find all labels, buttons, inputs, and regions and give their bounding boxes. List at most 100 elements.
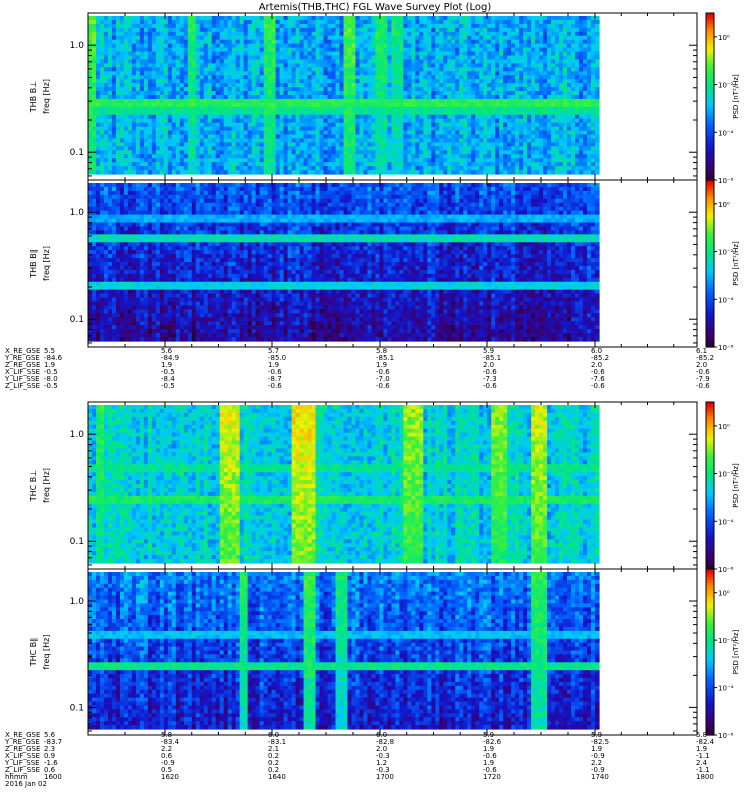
spectrogram-cell xyxy=(219,43,225,49)
spectrogram-cell xyxy=(103,146,109,151)
spectrogram-cell xyxy=(211,43,217,49)
spectrogram-cell xyxy=(295,27,301,33)
spectrogram-cell xyxy=(411,166,416,171)
spectrogram-cell xyxy=(147,146,153,151)
spectrogram-cell xyxy=(259,75,265,80)
spectrogram-cell xyxy=(359,162,365,167)
spectrogram-cell xyxy=(351,142,357,147)
spectrogram-cell xyxy=(231,126,237,132)
spectrogram-cell xyxy=(183,47,189,53)
spectrogram-cell xyxy=(487,110,492,116)
spectrogram-cell xyxy=(467,106,472,112)
spectrogram-cell xyxy=(235,102,241,108)
spectrogram-cell xyxy=(335,138,341,143)
spectrogram-cell xyxy=(299,79,305,84)
spectrogram-cell xyxy=(487,47,492,53)
spectrogram-cell xyxy=(415,31,420,37)
spectrogram-cell xyxy=(175,95,181,100)
spectrogram-cell xyxy=(207,55,213,61)
spectrogram-cell xyxy=(131,19,137,25)
spectrogram-cell xyxy=(323,154,329,159)
spectrogram-cell xyxy=(511,154,516,159)
spectrogram-cell xyxy=(88,16,93,21)
spectrogram-cell xyxy=(563,95,568,100)
spectrogram-cell xyxy=(519,31,524,37)
spectrogram-cell xyxy=(547,16,552,21)
spectrogram-cell xyxy=(407,27,412,33)
spectrogram-cell xyxy=(355,158,361,163)
spectrogram-cell xyxy=(579,55,584,61)
spectrogram-cell xyxy=(455,71,460,76)
spectrogram-cell xyxy=(207,59,213,64)
spectrogram-cell xyxy=(527,142,532,147)
spectrogram-cell xyxy=(351,35,357,41)
spectrogram-cell xyxy=(407,138,412,143)
spectrogram-cell xyxy=(419,118,424,124)
spectrogram-cell xyxy=(447,67,452,72)
spectrogram-cell xyxy=(531,162,536,167)
spectrogram-cell xyxy=(323,114,329,120)
spectrogram-cell xyxy=(419,67,424,72)
spectrogram-cell xyxy=(199,27,205,33)
spectrogram-cell xyxy=(211,51,217,57)
spectrogram-cell xyxy=(571,146,576,151)
spectrogram-cell xyxy=(583,130,588,136)
spectrogram-cell xyxy=(467,122,472,128)
spectrogram-cell xyxy=(499,67,504,72)
spectrogram-cell xyxy=(331,31,337,37)
spectrogram-cell xyxy=(103,35,109,41)
spectrogram-cell xyxy=(219,19,225,25)
spectrogram-cell xyxy=(491,122,496,128)
spectrogram-cell xyxy=(475,43,480,49)
spectrogram-cell xyxy=(431,87,436,92)
spectrogram-cell xyxy=(475,75,480,80)
spectrogram-cell xyxy=(555,134,560,140)
spectrogram-cell xyxy=(291,154,297,159)
spectrogram-cell xyxy=(515,67,520,72)
spectrogram-cell xyxy=(447,114,452,120)
spectrogram-cell xyxy=(563,39,568,45)
spectrogram-cell xyxy=(307,63,313,68)
spectrogram-cell xyxy=(259,98,265,104)
spectrogram-cell xyxy=(303,134,309,140)
spectrogram-cell xyxy=(211,16,217,21)
spectrogram-cell xyxy=(543,35,548,41)
spectrogram-cell xyxy=(379,142,385,147)
spectrogram-cell xyxy=(383,19,389,25)
spectrogram-cell xyxy=(123,95,129,100)
spectrogram-cell xyxy=(287,31,293,37)
spectrogram-cell xyxy=(507,138,512,143)
spectrogram-cell xyxy=(483,63,488,68)
spectrogram-cell xyxy=(107,63,113,68)
spectrogram-cell xyxy=(207,102,213,108)
spectrogram-cell xyxy=(375,27,381,33)
spectrogram-cell xyxy=(207,19,213,25)
spectrogram-cell xyxy=(243,162,249,167)
spectrogram-cell xyxy=(203,35,209,41)
spectrogram-cell xyxy=(407,134,412,140)
spectrogram-cell xyxy=(215,162,221,167)
spectrogram-cell xyxy=(415,63,420,68)
spectrogram-cell xyxy=(243,114,249,120)
spectrogram-cell xyxy=(107,31,113,37)
spectrogram-cell xyxy=(299,51,305,57)
spectrogram-cell xyxy=(279,110,285,116)
spectrogram-cell xyxy=(155,142,161,147)
spectrogram-cell xyxy=(167,31,173,37)
spectrogram-cell xyxy=(403,27,408,33)
spectrogram-cell xyxy=(459,79,464,84)
spectrogram-cell xyxy=(203,31,209,37)
spectrogram-cell xyxy=(439,16,444,21)
spectrogram-cell xyxy=(475,71,480,76)
spectrogram-cell xyxy=(507,154,512,159)
spectrogram-cell xyxy=(491,134,496,140)
spectrogram-cell xyxy=(495,35,500,41)
spectrogram-cell xyxy=(567,19,572,25)
spectrogram-cell xyxy=(539,142,544,147)
spectrogram-cell xyxy=(171,118,177,124)
spectrogram-cell xyxy=(463,162,468,167)
spectrogram-cell xyxy=(239,130,245,136)
spectrogram-cell xyxy=(131,83,137,88)
spectrogram-cell xyxy=(487,134,492,140)
spectrogram-cell xyxy=(515,158,520,163)
